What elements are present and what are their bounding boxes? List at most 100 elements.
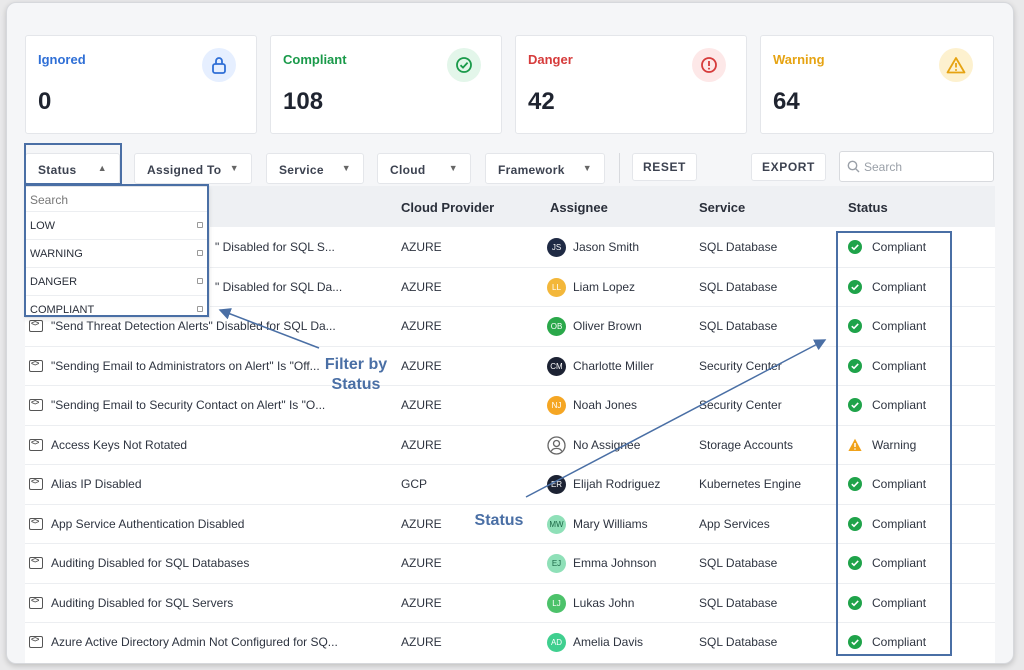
cloud-provider: GCP [401,477,428,491]
table-row[interactable]: Auditing Disabled for SQL Databases AZUR… [25,544,995,584]
assignee-name: Charlotte Miller [573,358,654,373]
filter-label: Status [38,163,77,177]
column-header-status[interactable]: Status [848,200,888,215]
export-button[interactable]: EXPORT [751,153,826,181]
card-ignored[interactable]: Ignored 0 [25,35,257,134]
highlight-status-column [836,231,952,656]
check-circle-icon [848,556,862,570]
finding-name[interactable]: "Send Threat Detection Alerts" Disabled … [51,319,336,333]
reset-button[interactable]: RESET [632,153,697,181]
dropdown-search-input[interactable] [30,192,200,208]
filter-service[interactable]: Service ▼ [266,153,364,184]
filter-cloud[interactable]: Cloud ▼ [377,153,471,184]
cloud-provider: AZURE [401,358,442,373]
table-row[interactable]: Azure Active Directory Admin Not Configu… [25,623,995,663]
toolbar-divider [619,153,620,183]
cloud-provider: AZURE [401,240,442,254]
table-row[interactable]: " Disabled for SQL Da... AZURE LL Liam L… [25,268,995,307]
table-row[interactable]: Auditing Disabled for SQL Servers AZURE … [25,584,995,623]
service-name: SQL Database [699,595,778,610]
status-text: Compliant [872,398,927,412]
option-label: DANGER [30,276,78,288]
finding-name[interactable]: Access Keys Not Rotated [51,437,188,452]
avatar: AD [547,633,566,652]
status-text: Compliant [872,556,927,570]
finding-name[interactable]: " Disabled for SQL S... [215,240,335,254]
assignee-name: Jason Smith [573,240,640,254]
cloud-provider: AZURE [401,319,442,333]
finding-name[interactable]: "Sending Email to Administrators on Aler… [51,358,320,373]
table-row[interactable]: App Service Authentication Disabled AZUR… [25,505,995,544]
dropdown-option-low[interactable]: LOW [26,211,209,239]
cloud-provider: AZURE [401,556,442,570]
table-row[interactable]: "Sending Email to Security Contact on Al… [25,386,995,426]
status-text: Compliant [872,319,927,333]
finding-name[interactable]: Alias IP Disabled [51,477,142,491]
column-header-assignee[interactable]: Assignee [550,200,608,215]
card-danger[interactable]: Danger 42 [515,35,747,134]
table-row[interactable]: "Sending Email to Administrators on Aler… [25,347,995,386]
code-icon [29,319,43,332]
checkbox-icon[interactable] [197,250,203,256]
search-box [839,151,994,182]
cloud-provider: AZURE [401,516,442,531]
finding-name[interactable]: Auditing Disabled for SQL Servers [51,595,234,610]
checkbox-icon[interactable] [197,278,203,284]
search-input[interactable] [864,158,988,176]
assignee-name: No Assignee [573,437,641,452]
assignee-name: Oliver Brown [573,319,642,333]
service-name: Kubernetes Engine [699,477,802,491]
finding-name[interactable]: App Service Authentication Disabled [51,516,245,531]
dropdown-option-warning[interactable]: WARNING [26,239,209,267]
option-label: WARNING [30,248,83,260]
finding-name[interactable]: Azure Active Directory Admin Not Configu… [51,635,338,649]
dropdown-option-compliant[interactable]: COMPLIANT [26,295,209,323]
column-header-service[interactable]: Service [699,200,746,215]
checkbox-icon[interactable] [197,222,203,228]
assignee-name: Lukas John [573,595,635,610]
status-text: Compliant [872,595,927,610]
filter-framework[interactable]: Framework ▼ [485,153,605,184]
finding-name[interactable]: " Disabled for SQL Da... [215,279,343,294]
checkbox-icon[interactable] [197,306,203,312]
check-circle-icon [848,477,862,491]
filter-assigned-to[interactable]: Assigned To ▼ [134,153,252,184]
service-name: SQL Database [699,279,778,294]
card-warning[interactable]: Warning 64 [760,35,994,134]
check-circle-icon [447,48,481,82]
cloud-provider: AZURE [401,279,442,294]
status-text: Compliant [872,516,927,531]
assignee-name: Noah Jones [573,398,638,412]
finding-name[interactable]: Auditing Disabled for SQL Databases [51,556,250,570]
check-circle-icon [848,516,862,531]
card-label: Warning [773,52,825,67]
cloud-provider: AZURE [401,595,442,610]
dropdown-option-danger[interactable]: DANGER [26,267,209,295]
column-header-cloud-provider[interactable]: Cloud Provider [401,200,495,215]
avatar: EJ [547,554,566,573]
avatar: JS [547,238,566,257]
status-text: Compliant [872,635,927,649]
cloud-provider: AZURE [401,398,442,412]
highlight-status-dropdown [24,184,209,317]
service-name: Security Center [699,398,782,412]
cloud-provider: AZURE [401,635,442,649]
service-name: SQL Database [699,556,778,570]
status-dropdown: LOW WARNING DANGER COMPLIANT [25,186,210,318]
table-row[interactable]: " Disabled for SQL S... AZURE JS Jason S… [25,228,995,268]
status-text: Compliant [872,477,927,491]
table-row[interactable]: "Send Threat Detection Alerts" Disabled … [25,307,995,347]
filter-status[interactable]: Status ▲ [25,153,120,184]
table-row[interactable]: Alias IP Disabled GCP ER Elijah Rodrigue… [25,465,995,505]
avatar: LJ [547,593,566,613]
check-circle-icon [848,595,862,610]
card-label: Ignored [38,52,86,67]
code-icon [29,438,43,451]
table-row[interactable]: Access Keys Not Rotated AZURE No Assigne… [25,426,995,465]
card-compliant[interactable]: Compliant 108 [270,35,502,134]
warning-triangle-icon [939,48,973,82]
arrow-to-status-column [525,339,827,498]
finding-name[interactable]: "Sending Email to Security Contact on Al… [51,398,326,412]
status-text: Warning [872,437,917,452]
app-window: Ignored 0 Compliant 108 Danger 42 Warnin… [6,2,1014,664]
